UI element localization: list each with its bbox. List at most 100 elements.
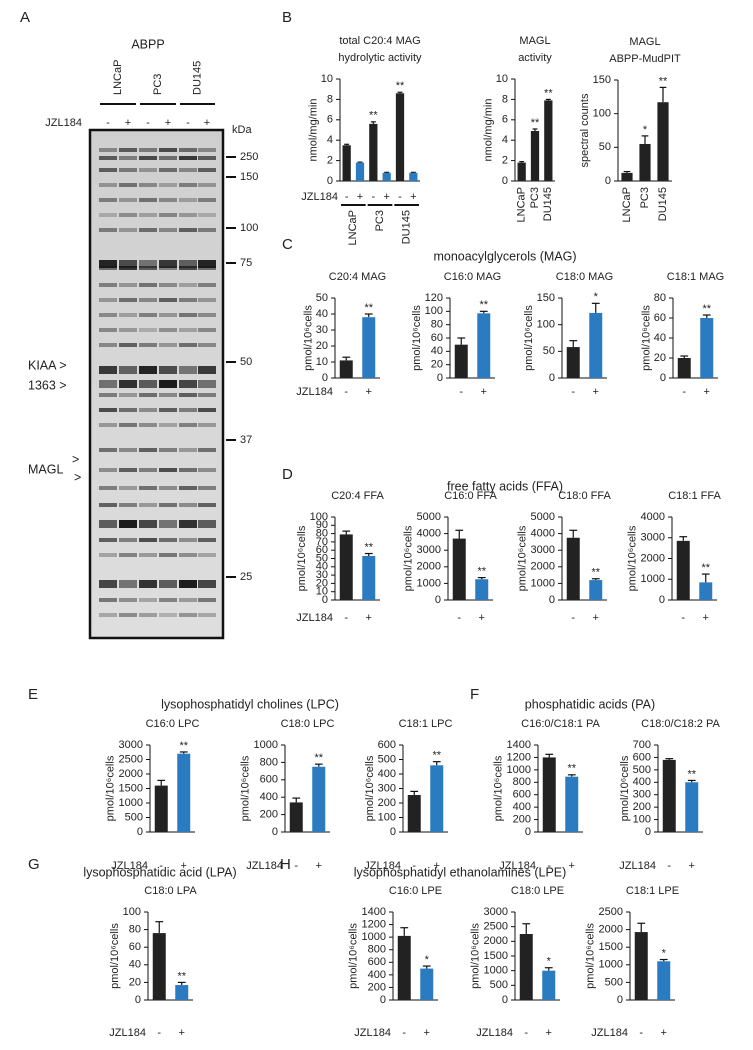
gel-band [119,393,137,397]
gel-band [119,503,137,507]
y-tick-label: 300 [633,789,651,801]
gel-band [99,380,117,388]
marker-label: 50 [240,356,252,368]
y-tick-label: 500 [125,811,143,823]
y-tick-label: 600 [513,789,531,801]
x-tick-label: DU145 [657,187,669,221]
significance-label: ** [314,752,323,764]
gel-band [139,198,157,202]
y-tick-label: 2000 [119,768,143,780]
gel-band [99,313,117,317]
x-tick-label: + [704,386,710,398]
y-axis-label: pmol/10⁶cells [348,923,360,989]
bar [397,935,411,1000]
bar [662,759,676,832]
x-tick-label: - [294,860,298,872]
gel-band [119,408,137,412]
x-tick-label: - [157,1027,161,1039]
bar [542,757,556,832]
bar [362,317,376,378]
panel-letter: C [282,236,293,253]
gel-band [139,448,157,452]
gel-band [198,183,216,187]
gel-band [159,328,177,332]
x-tick-label: - [459,386,463,398]
bar [657,102,669,181]
y-tick-label: 0 [549,372,555,384]
gel-band [139,266,157,270]
gel-band [99,553,117,557]
gel-band [198,423,216,427]
y-tick-label: 50 [599,141,611,153]
y-tick-label: 150 [537,292,555,304]
panel-heading: lysophosphatidic acid (LPA) [83,865,236,879]
gel-band [179,423,197,427]
y-tick-label: 40 [431,345,443,357]
y-tick-label: 500 [605,976,623,988]
panel-heading: lysophosphatidyl cholines (LPC) [161,697,339,711]
x-axis-label: JZL184 [111,860,148,872]
bar [175,985,189,1000]
chart-title: C18:0/C18:2 PA [641,718,720,730]
gel-band [198,486,216,490]
y-tick-label: 600 [633,751,651,763]
gel-band [139,393,157,397]
bar [639,143,651,181]
gel-band [179,228,197,232]
gel-band [179,393,197,397]
gel-band [119,486,137,490]
gel-band [198,393,216,397]
group-label: PC3 [374,210,386,231]
gel-band [179,183,197,187]
cell-line-label: PC3 [152,74,164,95]
bar [677,358,691,378]
gel-band [198,213,216,217]
y-tick-label: 1000 [599,959,623,971]
y-axis-label: pmol/10⁶cells [619,755,631,821]
y-axis-label: pmol/10⁶cells [403,525,415,591]
y-axis-label: pmol/10⁶cells [364,755,376,821]
x-tick-label: - [571,612,575,624]
x-tick-label: + [481,386,487,398]
gel-band [139,380,157,388]
y-tick-label: 3000 [531,544,555,556]
significance-label: ** [591,567,600,579]
x-tick-label: - [547,860,551,872]
x-tick-label: - [639,1027,643,1039]
gel-band [159,408,177,412]
gel-band [179,580,197,588]
y-tick-label: 40 [316,561,328,573]
gel-band [159,183,177,187]
gel-band [179,283,197,287]
bar [676,540,690,600]
gel-band [159,520,177,528]
gel-band [198,266,216,270]
y-tick-label: 80 [431,319,443,331]
gel-band [198,283,216,287]
gel-band [119,520,137,528]
group-label: LNCaP [347,210,359,245]
lane-label: - [106,117,110,129]
gel-band [179,298,197,302]
lane-label: - [146,117,150,129]
y-tick-label: 10 [316,356,328,368]
y-tick-label: 5000 [417,511,441,523]
y-axis-label: pmol/10⁶cells [105,755,117,821]
bar [657,961,671,1000]
gel-band [99,156,117,160]
significance-label: ** [567,763,576,775]
bar [519,934,533,1000]
bar [475,579,489,600]
y-tick-label: 80 [654,292,666,304]
treatment-label: JZL184 [45,117,82,129]
significance-label: ** [477,565,486,577]
gel-band [198,298,216,302]
gel-band [119,538,137,542]
significance-label: * [662,947,667,959]
bar [544,100,553,181]
y-axis-label: pmol/10⁶cells [523,305,535,371]
gel-band [198,468,216,472]
y-axis-label: pmol/10⁶cells [411,305,423,371]
gel-band [99,393,117,397]
y-tick-label: 200 [513,813,531,825]
